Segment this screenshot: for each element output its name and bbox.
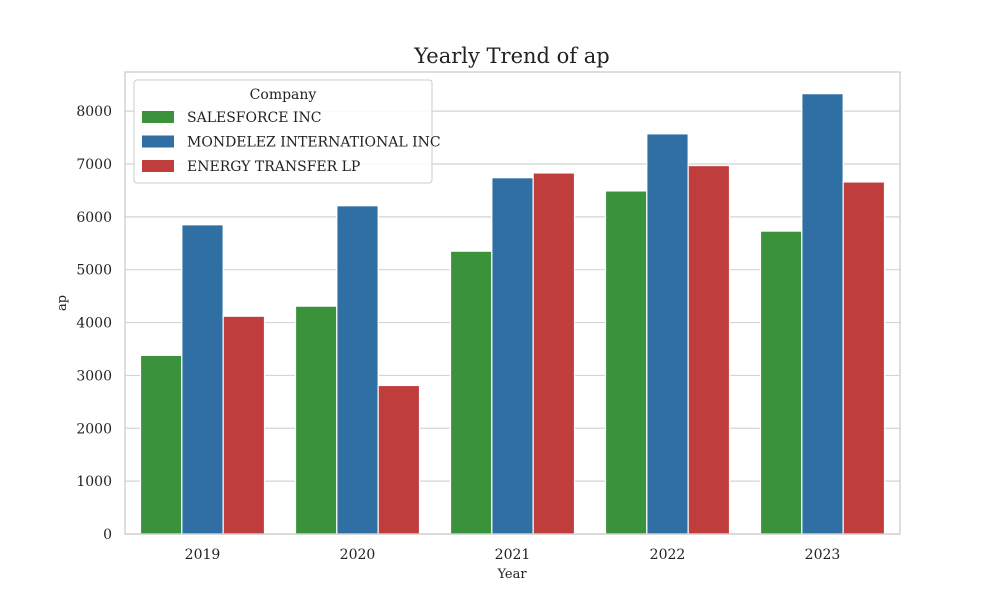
legend-swatch bbox=[142, 135, 174, 148]
y-axis-ticks: 0 1000 2000 3000 4000 5000 6000 7000 8000 bbox=[76, 104, 112, 543]
y-tick-label: 5000 bbox=[76, 263, 112, 279]
bar bbox=[294, 305, 338, 535]
y-tick-label: 0 bbox=[103, 527, 112, 543]
legend: Company SALESFORCE INC MONDELEZ INTERNATI… bbox=[133, 79, 441, 184]
legend-label: MONDELEZ INTERNATIONAL INC bbox=[187, 135, 441, 151]
legend-items: SALESFORCE INC MONDELEZ INTERNATIONAL INC… bbox=[142, 110, 441, 175]
y-tick-label: 2000 bbox=[76, 421, 112, 437]
bar bbox=[759, 230, 803, 535]
bar bbox=[222, 315, 266, 535]
y-axis-label: ap bbox=[55, 295, 70, 311]
chart-title: Yearly Trend of ap bbox=[413, 44, 609, 68]
y-tick-label: 3000 bbox=[76, 368, 112, 384]
legend-title: Company bbox=[250, 87, 317, 103]
x-axis-label: Year bbox=[496, 567, 527, 582]
bar bbox=[377, 384, 421, 535]
bars bbox=[139, 93, 886, 535]
bar bbox=[646, 133, 689, 535]
bar bbox=[336, 205, 379, 535]
plot-frame bbox=[124, 71, 901, 535]
legend-box bbox=[133, 79, 433, 184]
legend-swatch bbox=[142, 111, 174, 123]
y-tick-label: 1000 bbox=[76, 474, 112, 490]
legend-swatch bbox=[142, 160, 174, 172]
x-tick-label: 2020 bbox=[340, 547, 376, 563]
bar bbox=[801, 93, 844, 535]
y-tick-label: 6000 bbox=[76, 210, 112, 226]
y-tick-label: 8000 bbox=[76, 104, 112, 120]
bar bbox=[842, 181, 886, 535]
bar bbox=[687, 164, 731, 535]
x-tick-label: 2021 bbox=[495, 547, 531, 563]
x-tick-label: 2022 bbox=[650, 547, 686, 563]
x-axis-ticks: 2019 2020 2021 2022 2023 bbox=[185, 547, 841, 563]
bar bbox=[181, 224, 224, 535]
bar bbox=[449, 250, 493, 535]
y-tick-label: 4000 bbox=[76, 316, 112, 332]
legend-label: ENERGY TRANSFER LP bbox=[187, 159, 360, 175]
legend-label: SALESFORCE INC bbox=[187, 110, 321, 126]
x-tick-label: 2023 bbox=[805, 547, 841, 563]
x-tick-label: 2019 bbox=[185, 547, 221, 563]
bar bbox=[139, 354, 183, 535]
bar bbox=[532, 172, 576, 535]
bar bbox=[491, 177, 534, 535]
y-tick-label: 7000 bbox=[76, 157, 112, 173]
bar bbox=[604, 190, 648, 535]
